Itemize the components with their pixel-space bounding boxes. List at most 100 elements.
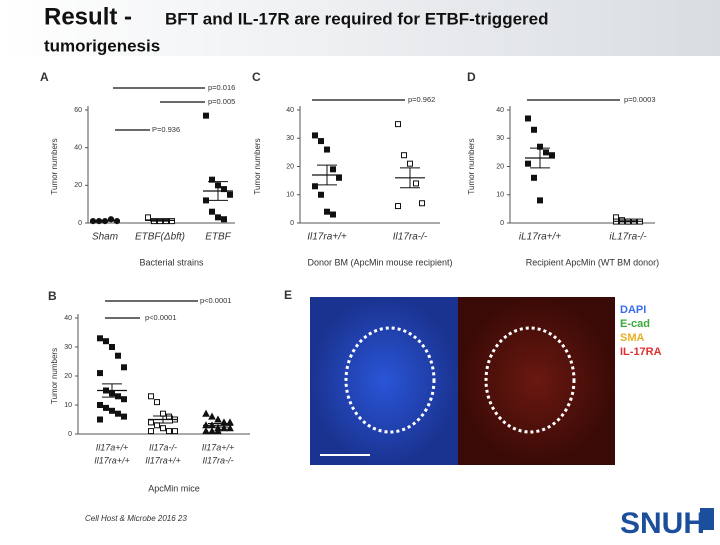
data-point <box>531 126 537 133</box>
y-tick-label: 40 <box>64 315 72 322</box>
data-point <box>549 152 555 159</box>
data-point <box>121 413 127 420</box>
y-axis-label: Tumor numbers <box>253 138 262 194</box>
chart-panel: D 0 10 20 30 40 Tumor numbers Recipient ApcMin … <box>467 70 659 267</box>
data-point <box>215 214 221 221</box>
y-tick-label: 10 <box>286 192 294 199</box>
x-axis-label: ApcMin mice <box>148 483 200 493</box>
data-point <box>172 428 178 435</box>
x-tick-label: Il17a+/+ <box>202 442 235 452</box>
y-tick-label: 20 <box>286 163 294 170</box>
panel-label: D <box>467 70 476 84</box>
y-tick-label: 0 <box>500 220 504 227</box>
x-tick-label: Il17ra+/+ <box>94 455 130 465</box>
data-point <box>318 191 324 198</box>
data-point <box>220 418 228 426</box>
x-tick-label: Il17ra+/+ <box>145 455 181 465</box>
y-tick-label: 40 <box>74 145 82 152</box>
data-point <box>330 166 336 173</box>
citation: Cell Host & Microbe 2016 23 <box>85 514 187 523</box>
x-axis-label: Bacterial strains <box>139 257 204 267</box>
image-panel: E <box>284 288 615 465</box>
p-value: p=0.962 <box>408 95 435 104</box>
data-point <box>166 428 172 435</box>
data-point <box>97 416 103 423</box>
title-line2: tumorigenesis <box>44 36 160 55</box>
data-point <box>221 216 227 223</box>
data-point <box>407 160 413 167</box>
data-point <box>208 412 216 420</box>
y-tick-label: 20 <box>74 182 82 189</box>
p-value: p=0.005 <box>208 97 235 106</box>
data-point <box>312 132 318 139</box>
logo: SNUH <box>620 507 705 540</box>
data-point <box>202 427 210 435</box>
data-point <box>145 214 151 221</box>
x-tick-label: Il17ra-/- <box>202 455 233 465</box>
data-point <box>209 176 215 183</box>
micrograph-right <box>458 297 615 465</box>
chart-panel: C 0 10 20 30 40 Tumor numbers Donor BM (ApcMin … <box>252 70 453 267</box>
data-point <box>312 183 318 190</box>
x-tick-label: iL17ra+/+ <box>519 232 561 243</box>
legend-label: DAPI <box>620 304 646 316</box>
data-point <box>109 407 115 414</box>
data-point <box>525 160 531 167</box>
data-point <box>202 409 210 417</box>
data-point <box>97 335 103 342</box>
panel-label: C <box>252 70 261 84</box>
data-point <box>154 422 160 429</box>
data-point <box>226 418 234 426</box>
data-point <box>148 393 154 400</box>
data-point <box>537 197 543 204</box>
p-value: P=0.936 <box>152 125 180 134</box>
data-point <box>97 370 103 377</box>
data-point <box>324 146 330 153</box>
data-point <box>203 112 209 119</box>
data-point <box>208 427 216 435</box>
p-value: p=0.016 <box>208 83 235 92</box>
data-point <box>226 424 234 432</box>
x-tick-label: Il17a-/- <box>149 442 177 452</box>
legend-label: IL-17RA <box>620 346 662 358</box>
x-axis-label: Recipient ApcMin (WT BM donor) <box>526 257 659 267</box>
x-tick-label: Il17ra-/- <box>393 232 428 243</box>
data-point <box>214 427 222 435</box>
data-point <box>121 364 127 371</box>
data-point <box>214 415 222 423</box>
data-point <box>160 410 166 417</box>
y-axis-label: Tumor numbers <box>50 348 59 404</box>
x-tick-label: Sham <box>92 232 118 243</box>
panel-label: B <box>48 289 57 303</box>
y-axis-label: Tumor numbers <box>467 138 476 194</box>
p-value: p<0.0001 <box>145 313 177 322</box>
data-point <box>154 399 160 406</box>
y-tick-label: 0 <box>290 220 294 227</box>
y-tick-label: 20 <box>496 163 504 170</box>
data-point <box>103 338 109 345</box>
data-point <box>220 424 228 432</box>
x-tick-label: ETBF(Δbft) <box>135 232 185 243</box>
data-point <box>148 419 154 426</box>
data-point <box>169 218 175 225</box>
x-tick-label: iL17ra-/- <box>609 232 647 243</box>
p-value: p=0.0003 <box>624 95 656 104</box>
data-point <box>160 425 166 432</box>
data-point <box>543 149 549 156</box>
chart-panel: A 0 20 40 60 Tumor numbers Bacterial strains Sh… <box>40 70 235 267</box>
data-point <box>336 174 342 181</box>
data-point <box>121 396 127 403</box>
crypt-outline <box>344 326 436 434</box>
data-point <box>203 197 209 204</box>
y-tick-label: 30 <box>64 344 72 351</box>
y-tick-label: 30 <box>496 135 504 142</box>
chart-panel: B 0 10 20 30 40 Tumor numbers ApcMin mice Il17a+… <box>48 289 250 493</box>
data-point <box>318 138 324 145</box>
data-point <box>395 121 401 128</box>
data-point <box>525 115 531 122</box>
data-point <box>324 208 330 215</box>
x-tick-label: Il17a+/+ <box>96 442 129 452</box>
y-tick-label: 0 <box>78 220 82 227</box>
y-tick-label: 0 <box>68 431 72 438</box>
y-tick-label: 20 <box>64 373 72 380</box>
